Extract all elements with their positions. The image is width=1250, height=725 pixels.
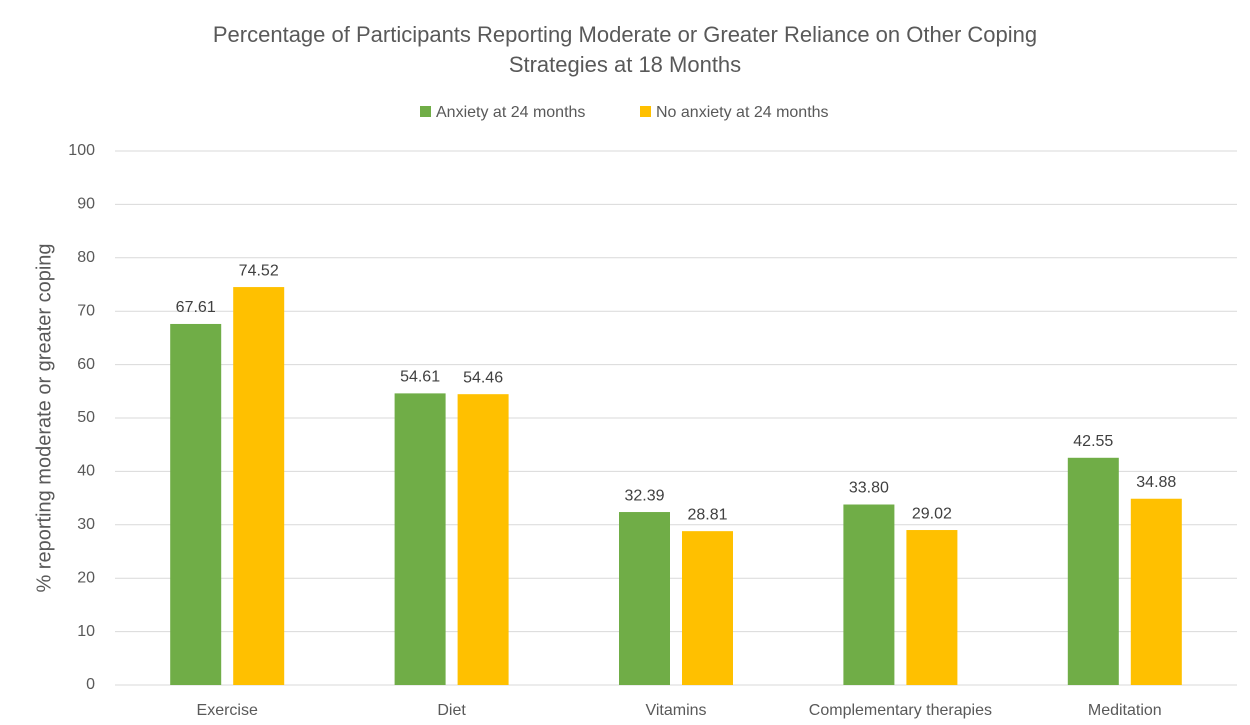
y-tick-label: 70 <box>77 302 95 319</box>
legend-swatch <box>640 106 651 117</box>
data-label: 74.52 <box>239 262 279 279</box>
data-label: 33.80 <box>849 480 889 497</box>
y-tick-label: 0 <box>86 676 95 693</box>
bar <box>906 530 958 685</box>
bar <box>394 393 446 685</box>
bar <box>843 504 895 685</box>
y-tick-label: 50 <box>77 409 95 426</box>
bar <box>1130 498 1182 685</box>
legend-swatch <box>420 106 431 117</box>
data-label: 42.55 <box>1073 433 1113 450</box>
bar <box>457 394 509 685</box>
y-tick-label: 30 <box>77 516 95 533</box>
bar <box>233 287 285 685</box>
x-tick-label: Diet <box>437 702 466 719</box>
data-label: 32.39 <box>624 487 664 504</box>
data-label: 28.81 <box>687 506 727 523</box>
y-tick-label: 60 <box>77 356 95 373</box>
data-label: 67.61 <box>176 299 216 316</box>
y-tick-label: 80 <box>77 249 95 266</box>
x-tick-label: Meditation <box>1088 702 1162 719</box>
y-tick-label: 100 <box>68 142 95 159</box>
legend-label: No anxiety at 24 months <box>656 104 829 121</box>
bar <box>619 512 670 685</box>
legend-label: Anxiety at 24 months <box>436 104 585 121</box>
bar <box>1067 457 1119 685</box>
x-tick-label: Vitamins <box>645 702 706 719</box>
x-tick-label: Complementary therapies <box>809 702 992 719</box>
y-tick-label: 20 <box>77 569 95 586</box>
data-label: 34.88 <box>1136 474 1176 491</box>
chart-title: Percentage of Participants Reporting Mod… <box>212 22 1038 77</box>
bar <box>170 323 222 685</box>
y-tick-label: 90 <box>77 196 95 213</box>
y-tick-label: 40 <box>77 463 95 480</box>
data-label: 29.02 <box>912 505 952 522</box>
x-tick-label: Exercise <box>197 702 258 719</box>
y-tick-label: 10 <box>77 623 95 640</box>
y-axis-label: % reporting moderate or greater coping <box>33 243 55 592</box>
bar <box>682 531 733 685</box>
data-label: 54.46 <box>463 369 503 386</box>
data-label: 54.61 <box>400 369 440 386</box>
